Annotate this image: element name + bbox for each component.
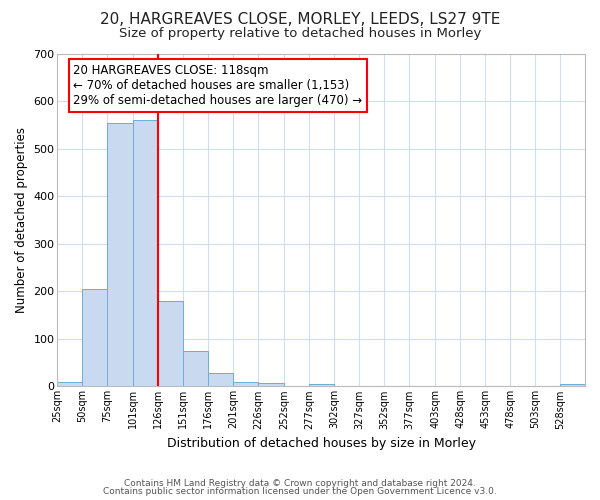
Bar — [82, 289, 107, 386]
X-axis label: Distribution of detached houses by size in Morley: Distribution of detached houses by size … — [167, 437, 476, 450]
Bar — [233, 382, 258, 386]
Text: Contains HM Land Registry data © Crown copyright and database right 2024.: Contains HM Land Registry data © Crown c… — [124, 478, 476, 488]
Text: 20 HARGREAVES CLOSE: 118sqm
← 70% of detached houses are smaller (1,153)
29% of : 20 HARGREAVES CLOSE: 118sqm ← 70% of det… — [73, 64, 362, 107]
Bar — [133, 120, 158, 386]
Bar — [208, 373, 233, 386]
Bar — [560, 384, 585, 386]
Bar — [309, 384, 334, 386]
Bar — [107, 123, 133, 386]
Text: Contains public sector information licensed under the Open Government Licence v3: Contains public sector information licen… — [103, 487, 497, 496]
Text: Size of property relative to detached houses in Morley: Size of property relative to detached ho… — [119, 28, 481, 40]
Bar — [158, 301, 184, 386]
Bar — [258, 382, 284, 386]
Y-axis label: Number of detached properties: Number of detached properties — [15, 127, 28, 313]
Bar — [184, 351, 208, 386]
Text: 20, HARGREAVES CLOSE, MORLEY, LEEDS, LS27 9TE: 20, HARGREAVES CLOSE, MORLEY, LEEDS, LS2… — [100, 12, 500, 28]
Bar — [58, 382, 82, 386]
